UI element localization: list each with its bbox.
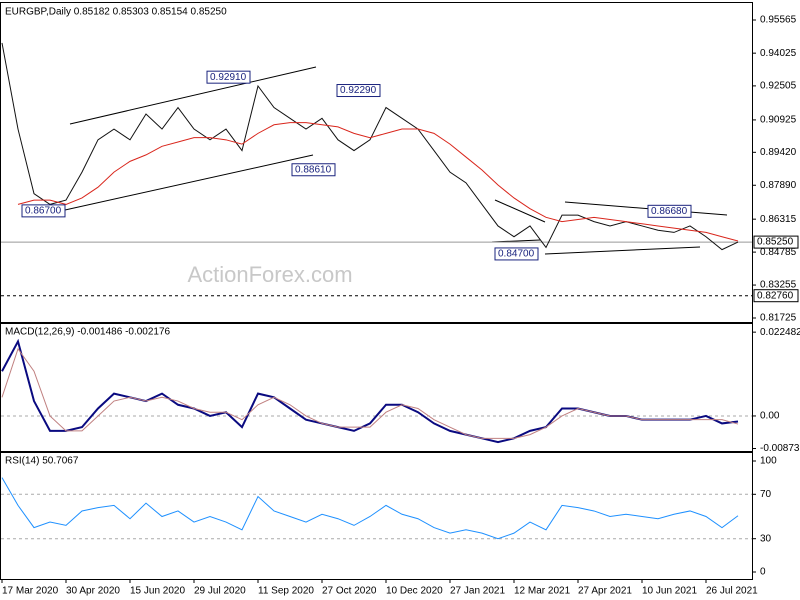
panel-frame <box>0 2 753 324</box>
series-line <box>1 42 739 251</box>
series-line <box>1 477 739 540</box>
annotation-label: 0.84700 <box>498 249 535 260</box>
x-tick-label: 12 Mar 2021 <box>514 586 571 597</box>
level-label-box <box>753 235 799 249</box>
y-tick-label: 0.89420 <box>760 147 797 158</box>
panel-title: EURGBP,Daily 0.85182 0.85303 0.85154 0.8… <box>5 7 227 18</box>
annotation-box <box>21 204 66 218</box>
panel-title: RSI(14) 50.7067 <box>5 456 79 467</box>
x-tick-label: 10 Dec 2020 <box>386 586 443 597</box>
range-line <box>564 201 728 216</box>
x-tick-label: 27 Apr 2021 <box>578 586 632 597</box>
y-tick-label: 0.92505 <box>760 81 797 92</box>
annotation-box <box>291 163 336 177</box>
series-line <box>17 122 739 242</box>
y-tick-label: 0 <box>760 567 766 578</box>
channel-line <box>64 154 314 211</box>
annotation-label: 0.92290 <box>340 85 377 96</box>
x-tick-label: 15 Jun 2020 <box>130 586 185 597</box>
panel-frame <box>0 451 753 580</box>
series-line <box>1 347 739 439</box>
level-label: 0.82760 <box>757 290 794 301</box>
x-tick-label: 11 Sep 2020 <box>258 586 314 597</box>
annotation-label: 0.86680 <box>651 206 688 217</box>
y-tick-label: 0.90925 <box>760 115 797 126</box>
x-tick-label: 30 Apr 2020 <box>66 586 120 597</box>
y-tick-label: 0.022482 <box>760 327 800 338</box>
wedge-line <box>494 199 546 223</box>
annotation-box <box>494 247 539 261</box>
y-tick-label: 0.94025 <box>760 48 797 59</box>
y-tick-label: 0.00 <box>760 411 780 422</box>
y-tick-label: 30 <box>760 533 772 544</box>
panel-title: MACD(12,26,9) -0.001486 -0.002176 <box>5 327 171 338</box>
level-label: 0.85250 <box>757 237 794 248</box>
x-tick-label: 17 Mar 2020 <box>2 586 59 597</box>
annotation-label: 0.86700 <box>25 206 62 217</box>
y-tick-label: 100 <box>760 456 777 467</box>
y-tick-label: 0.95565 <box>760 15 797 26</box>
annotation-box <box>647 204 692 218</box>
y-tick-label: -0.008736 <box>760 443 800 454</box>
y-tick-label: 70 <box>760 489 772 500</box>
level-label-box <box>753 289 799 303</box>
annotation-label: 0.92910 <box>210 72 247 83</box>
x-tick-label: 29 Jul 2020 <box>194 586 246 597</box>
y-tick-label: 0.84785 <box>760 247 797 258</box>
watermark: ActionForex.com <box>187 262 352 287</box>
y-tick-label: 0.83255 <box>760 280 797 291</box>
annotation-label: 0.88610 <box>295 164 332 175</box>
channel-line <box>69 66 317 125</box>
trend-lines <box>64 66 728 255</box>
annotation-box <box>206 70 251 84</box>
y-tick-label: 0.81725 <box>760 313 797 324</box>
x-tick-label: 26 Jul 2021 <box>706 586 758 597</box>
y-tick-label: 0.87890 <box>760 180 797 191</box>
panel-frame <box>0 322 753 453</box>
x-tick-label: 27 Oct 2020 <box>322 586 377 597</box>
x-tick-label: 10 Jun 2021 <box>642 586 697 597</box>
range-line <box>544 246 701 255</box>
y-tick-label: 0.86315 <box>760 214 797 225</box>
x-tick-label: 27 Jan 2021 <box>450 586 505 597</box>
annotation-box <box>336 84 381 98</box>
